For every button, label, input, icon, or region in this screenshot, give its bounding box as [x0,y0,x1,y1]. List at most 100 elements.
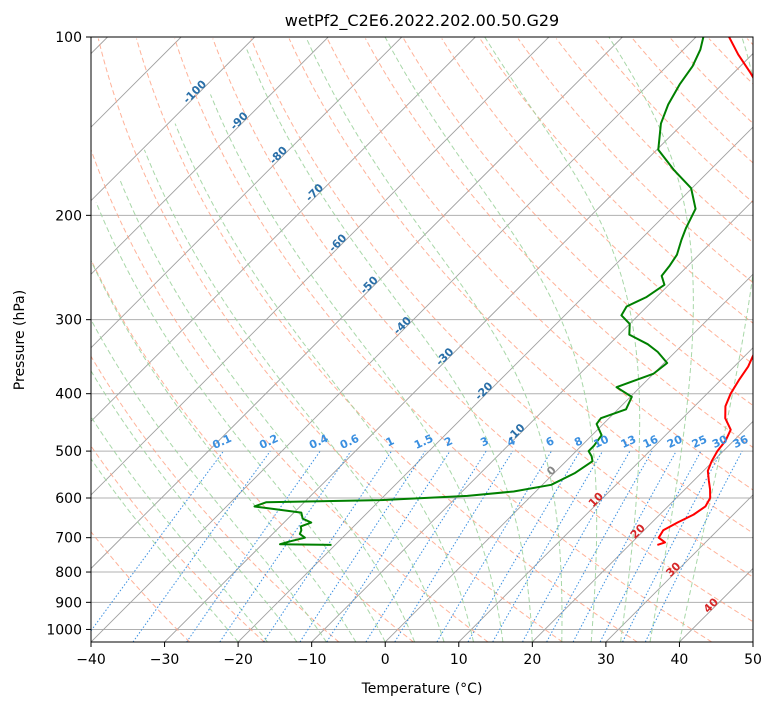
y-axis-label: Pressure (hPa) [12,290,28,390]
x-tick-label: 10 [450,652,468,668]
mixing-ratio-line [572,450,677,642]
mixing-ratio-label: 16 [641,433,661,451]
mixing-ratio-label: 30 [710,433,730,451]
dry-adiabat-line [135,38,638,642]
isotherm-line [384,273,753,642]
moist-adiabat-line [95,201,386,642]
mixing-ratio-line [132,450,271,642]
dry-adiabat-line [403,38,753,407]
mixing-ratio-label: 8 [572,434,584,449]
x-tick-label: −20 [223,652,253,668]
dry-adiabat-line [441,38,753,365]
isotherm-line [91,37,697,642]
dry-adiabat-line [174,38,713,642]
isotherm-label: 10 [586,490,606,510]
isotherm-label: -20 [472,379,495,402]
isotherm-line [164,52,753,642]
isotherm-label: 40 [701,595,721,615]
y-tick-label: 800 [55,565,82,581]
mixing-ratio-label: 1 [384,434,396,449]
isotherm-line [752,641,753,642]
mixing-ratio-line [219,450,352,642]
y-tick-label: 500 [55,444,82,460]
x-tick-label: −40 [76,652,106,668]
dry-adiabat-line [632,38,753,164]
y-tick-label: 1000 [46,622,82,638]
dry-adiabat-line [708,38,753,85]
isotherm-line [91,37,476,422]
mixing-ratio-label: 6 [544,434,557,449]
x-tick-label: −30 [150,652,180,668]
dry-adiabat-line [91,530,191,642]
mixing-ratio-line [91,450,224,632]
temperature-profile-line [657,37,753,546]
mixing-ratio-label: 0.4 [307,432,330,452]
moist-adiabat-line [484,37,641,642]
isotherm-label: -40 [391,314,414,337]
dry-adiabat-line [326,38,753,491]
moist-adiabat-line [91,369,298,642]
chart-title: wetPf2_C2E6.2022.202.00.50.G29 [285,11,559,31]
dry-adiabat-line [250,38,753,578]
mixing-ratio-label: 25 [690,433,709,451]
x-tick-label: 20 [523,652,541,668]
isotherm-line [91,37,550,496]
mixing-ratio-label: 13 [619,433,638,451]
dewpoint-profile-line [253,37,705,546]
moist-adiabat-line [91,259,357,642]
mixing-ratio-label: 36 [731,433,751,451]
mixing-ratio-line [546,450,653,642]
moist-adiabat-line [246,49,533,642]
mixing-ratio-line [299,450,426,642]
isotherm-line [91,37,403,349]
dry-adiabat-line [365,38,753,449]
moist-adiabat-line [210,94,504,642]
moist-adiabat-line [305,37,563,642]
x-tick-label: 40 [671,652,689,668]
dry-adiabat-line [517,38,753,284]
dry-adiabat-line [91,148,489,642]
y-tick-label: 600 [55,491,82,507]
mixing-ratio-line [365,450,487,642]
mixing-ratio-line [599,450,702,642]
x-axis-label: Temperature (°C) [361,681,483,697]
isotherm-line [91,37,329,275]
isotherm-label: -60 [326,231,349,254]
mixing-ratio-line [436,450,552,642]
isotherm-label: 20 [628,521,648,541]
isotherm-label: -90 [228,109,251,132]
isotherm-label: -100 [180,77,209,106]
moist-adiabat-line [91,415,268,642]
mixing-ratio-line [326,450,451,642]
mixing-ratio-line [522,450,631,642]
y-tick-label: 200 [55,208,82,224]
moist-adiabat-line [608,37,694,642]
isotherm-line [237,126,753,642]
dry-adiabat-line [97,38,563,642]
dry-adiabat-line [479,38,753,324]
y-tick-label: 700 [55,531,82,547]
isotherm-label: -70 [303,181,326,204]
x-tick-label: 50 [744,652,762,668]
x-tick-label: 0 [381,652,390,668]
moist-adiabat-line [384,37,598,642]
isotherm-line [311,200,753,642]
dry-adiabat-line [91,355,340,642]
y-tick-label: 400 [55,387,82,403]
mixing-ratio-label: 10 [592,433,612,451]
isotherm-line [532,420,753,642]
moist-adiabat-line [678,37,753,642]
mixing-ratio-line [186,450,321,642]
mixing-ratio-label: 3 [478,434,490,449]
moist-adiabat-line [174,123,474,642]
plot-frame [90,36,754,643]
isotherm-label: 30 [663,559,683,579]
y-tick-label: 300 [55,313,82,329]
isotherm-line [458,347,753,642]
y-tick-label: 100 [55,30,82,46]
isotherm-label: -80 [267,144,290,167]
dry-adiabat-line [212,38,753,623]
isotherm-line [91,37,255,202]
dry-adiabat-line [555,38,753,244]
